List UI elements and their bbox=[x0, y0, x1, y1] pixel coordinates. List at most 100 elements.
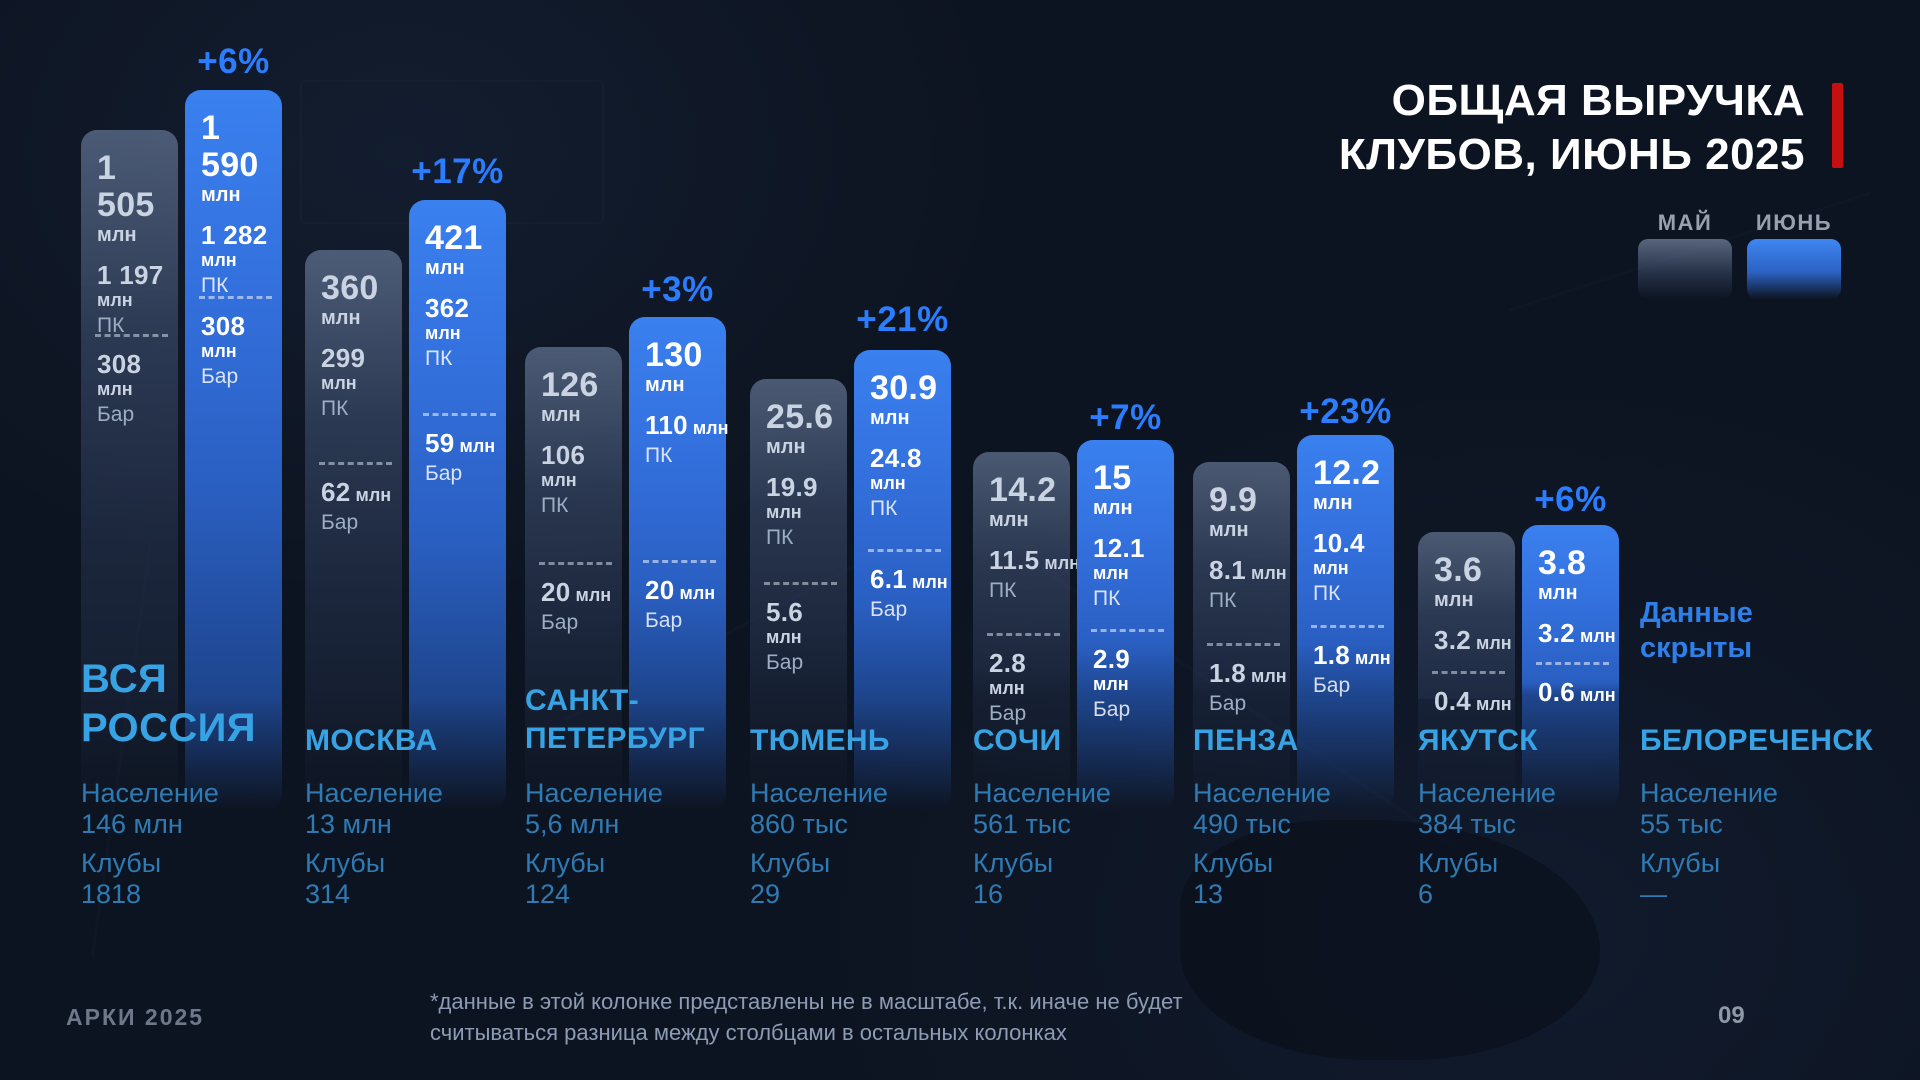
may-bar-content: 3.6 млн 3.2 млн bbox=[1434, 552, 1512, 655]
may-bar-segment-row: 1.8 млн bbox=[1209, 658, 1287, 688]
may-bar-segment: 5.6 млн Бар bbox=[766, 598, 839, 674]
may-pk-label: ПК bbox=[97, 314, 125, 337]
may-bar-segment: 0.4 млн bbox=[1434, 687, 1512, 716]
clubs-value: 124 bbox=[525, 879, 571, 909]
june-bar-segment: 6.1 млн Бар bbox=[870, 564, 948, 621]
city-name-line: СОЧИ bbox=[973, 724, 1062, 757]
clubs-value: 13 bbox=[1193, 879, 1224, 909]
may-bar-segment-value: 5.6 bbox=[766, 597, 804, 627]
june-pk-unit: млн bbox=[687, 418, 729, 438]
june-pk-row: 3.2 млн bbox=[1538, 618, 1616, 648]
clubs-value: — bbox=[1640, 879, 1667, 909]
population-label: Население bbox=[1640, 778, 1778, 808]
dashed-divider bbox=[95, 334, 168, 337]
may-pk-label: ПК bbox=[989, 579, 1017, 602]
june-bar-segment: 20 млн Бар bbox=[645, 576, 718, 632]
june-total: 421 млн bbox=[425, 220, 498, 279]
may-pk-unit: млн bbox=[541, 470, 577, 490]
may-pk-value: 8.1 bbox=[1209, 555, 1247, 585]
may-bar-section: 308 млн Бар bbox=[97, 350, 170, 426]
may-total-value: 9.9 bbox=[1209, 481, 1258, 519]
may-total-unit: млн bbox=[1209, 519, 1249, 541]
june-bar: 30.9 млн 24.8 млн ПК 6.1 млн Бар bbox=[854, 350, 951, 810]
june-bar-segment-value: 2.9 bbox=[1093, 644, 1131, 674]
june-total: 12.2 млн bbox=[1313, 455, 1386, 514]
dashed-divider bbox=[199, 296, 272, 299]
clubs-label: Клубы bbox=[750, 848, 831, 878]
dashed-divider bbox=[423, 413, 496, 416]
may-bar-segment-label: Бар bbox=[97, 403, 135, 426]
june-bar-segment-value: 0.6 bbox=[1538, 677, 1576, 707]
percent-badge: +23% bbox=[1299, 392, 1392, 431]
may-total: 9.9 млн bbox=[1209, 482, 1282, 541]
june-bar: 421 млн 362 млн ПК 59 млн Бар bbox=[409, 200, 506, 810]
june-bar-content: 130 млн 110 млн ПК bbox=[645, 337, 728, 467]
dashed-divider bbox=[1536, 662, 1609, 665]
june-bar-segment-unit: млн bbox=[1093, 674, 1129, 694]
may-bar-segment-value: 20 bbox=[541, 577, 571, 607]
may-pk: 8.1 млн ПК bbox=[1209, 555, 1287, 612]
may-bar-segment-value: 62 bbox=[321, 477, 351, 507]
may-pk-label: ПК bbox=[321, 397, 349, 420]
clubs-label: Клубы bbox=[305, 848, 386, 878]
june-pk: 10.4 млн ПК bbox=[1313, 529, 1386, 605]
population-label: Население bbox=[750, 778, 888, 808]
footnote-line1: *данные в этой колонке представлены не в… bbox=[430, 989, 1183, 1014]
may-total: 3.6 млн bbox=[1434, 552, 1507, 611]
may-total-unit: млн bbox=[321, 307, 361, 329]
population-value: 490 тыс bbox=[1193, 809, 1291, 839]
may-bar-segment-value: 308 bbox=[97, 349, 142, 379]
hidden-data-note: Данные скрыты bbox=[1640, 596, 1753, 666]
dashed-divider bbox=[1311, 625, 1384, 628]
may-bar-segment-label: Бар bbox=[766, 651, 804, 674]
june-bar-segment-label: Бар bbox=[1313, 674, 1351, 697]
may-bar-content: 1 505 млн 1 197 млн ПК bbox=[97, 150, 170, 337]
june-total-unit: млн bbox=[870, 407, 910, 429]
june-total-value: 3.8 bbox=[1538, 544, 1587, 582]
may-pk: 1 197 млн ПК bbox=[97, 261, 170, 337]
may-pk-unit: млн bbox=[1246, 563, 1287, 583]
june-bar-section: 2.9 млн Бар bbox=[1093, 645, 1166, 721]
may-total: 1 505 млн bbox=[97, 150, 170, 246]
may-bar-segment-value: 1.8 bbox=[1209, 658, 1247, 688]
legend-june-label: ИЮНЬ bbox=[1755, 210, 1833, 235]
june-bar-segment-row: 6.1 млн bbox=[870, 564, 948, 594]
percent-badge: +3% bbox=[641, 270, 714, 309]
may-bar-segment-unit: млн bbox=[1246, 666, 1287, 686]
june-pk-label: ПК bbox=[870, 497, 898, 520]
june-bar-segment: 2.9 млн Бар bbox=[1093, 645, 1166, 721]
may-bar-segment: 2.8 млн Бар bbox=[989, 649, 1062, 725]
may-bar-segment-unit: млн bbox=[766, 627, 802, 647]
page-title: ОБЩАЯ ВЫРУЧКА КЛУБОВ, ИЮНЬ 2025 bbox=[1339, 74, 1805, 182]
june-bar-segment-value: 6.1 bbox=[870, 564, 908, 594]
june-bar-segment-value: 20 bbox=[645, 575, 675, 605]
june-total-value: 12.2 bbox=[1313, 454, 1381, 492]
june-bar-segment-label: Бар bbox=[201, 365, 239, 388]
clubs-value: 16 bbox=[973, 879, 1004, 909]
may-total-unit: млн bbox=[766, 436, 806, 458]
may-bar: 3.6 млн 3.2 млн 0.4 млн bbox=[1418, 532, 1515, 810]
june-bar: 15 млн 12.1 млн ПК 2.9 млн Бар bbox=[1077, 440, 1174, 810]
may-pk-row: 8.1 млн bbox=[1209, 555, 1287, 585]
clubs-label: Клубы bbox=[1418, 848, 1499, 878]
may-bar: 1 505 млн 1 197 млн ПК 308 млн Бар bbox=[81, 130, 178, 810]
may-total: 126 млн bbox=[541, 367, 614, 426]
legend-may-label: МАЙ bbox=[1657, 210, 1713, 235]
city-group-yakutsk: +6% 3.6 млн 3.2 млн 0.4 млн 3.8 млн 3.2 млн 0.6 … bbox=[1418, 0, 1630, 1080]
city-name-line: ТЮМЕНЬ bbox=[750, 724, 890, 757]
clubs-value: 6 bbox=[1418, 879, 1434, 909]
june-total-value: 1 590 bbox=[201, 109, 259, 184]
june-bar-segment-unit: млн bbox=[1575, 685, 1616, 705]
may-pk-value: 11.5 bbox=[989, 545, 1040, 575]
june-bar: 3.8 млн 3.2 млн 0.6 млн bbox=[1522, 525, 1619, 810]
clubs-value: 314 bbox=[305, 879, 351, 909]
population-value: 860 тыс bbox=[750, 809, 848, 839]
may-bar-segment: 308 млн Бар bbox=[97, 350, 170, 426]
may-pk-value: 19.9 bbox=[766, 472, 818, 502]
may-pk-unit: млн bbox=[97, 290, 133, 310]
june-pk-value: 3.2 bbox=[1538, 618, 1576, 648]
may-bar-segment: 62 млн Бар bbox=[321, 478, 394, 534]
percent-badge: +7% bbox=[1089, 398, 1162, 437]
population-value: 5,6 млн bbox=[525, 809, 620, 839]
june-bar-content: 421 млн 362 млн ПК bbox=[425, 220, 498, 370]
